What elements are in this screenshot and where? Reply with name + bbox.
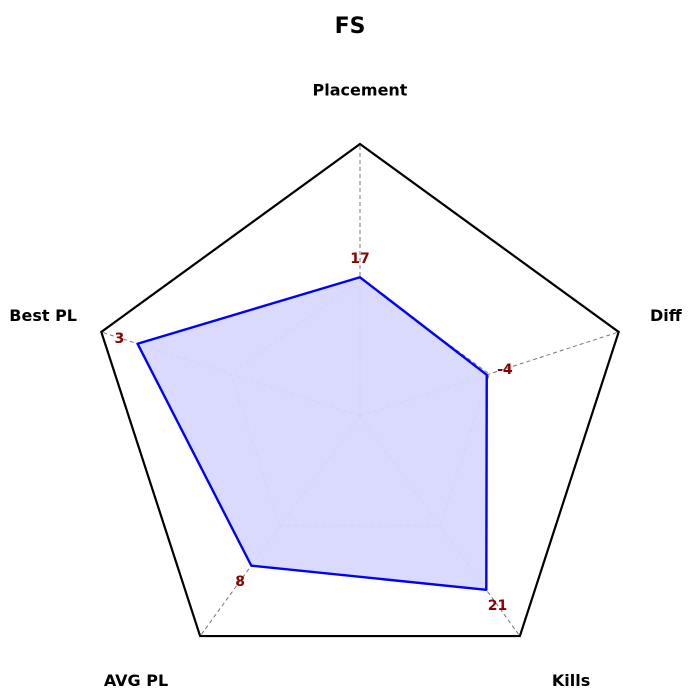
radar-frame-polygon — [100, 142, 620, 638]
value-label-best-pl: 3 — [115, 331, 125, 347]
axis-label-placement: Placement — [313, 81, 408, 100]
value-label-kills: 21 — [488, 598, 507, 614]
radar-series — [136, 276, 488, 592]
axis-labels: Placement Diff Kills AVG PL Best PL — [9, 81, 682, 690]
axis-label-diff: Diff — [650, 306, 683, 325]
axis-label-avg-pl: AVG PL — [104, 671, 168, 690]
chart-title: FS — [335, 14, 366, 39]
value-label-diff: -4 — [497, 362, 513, 378]
radar-frame — [100, 142, 620, 638]
series-polygon — [136, 276, 488, 592]
value-label-avg-pl: 8 — [235, 574, 245, 590]
axis-label-best-pl: Best PL — [9, 306, 77, 325]
value-labels: 17 -4 21 8 3 — [115, 251, 513, 614]
axis-label-kills: Kills — [552, 671, 590, 690]
value-label-placement: 17 — [350, 251, 369, 267]
